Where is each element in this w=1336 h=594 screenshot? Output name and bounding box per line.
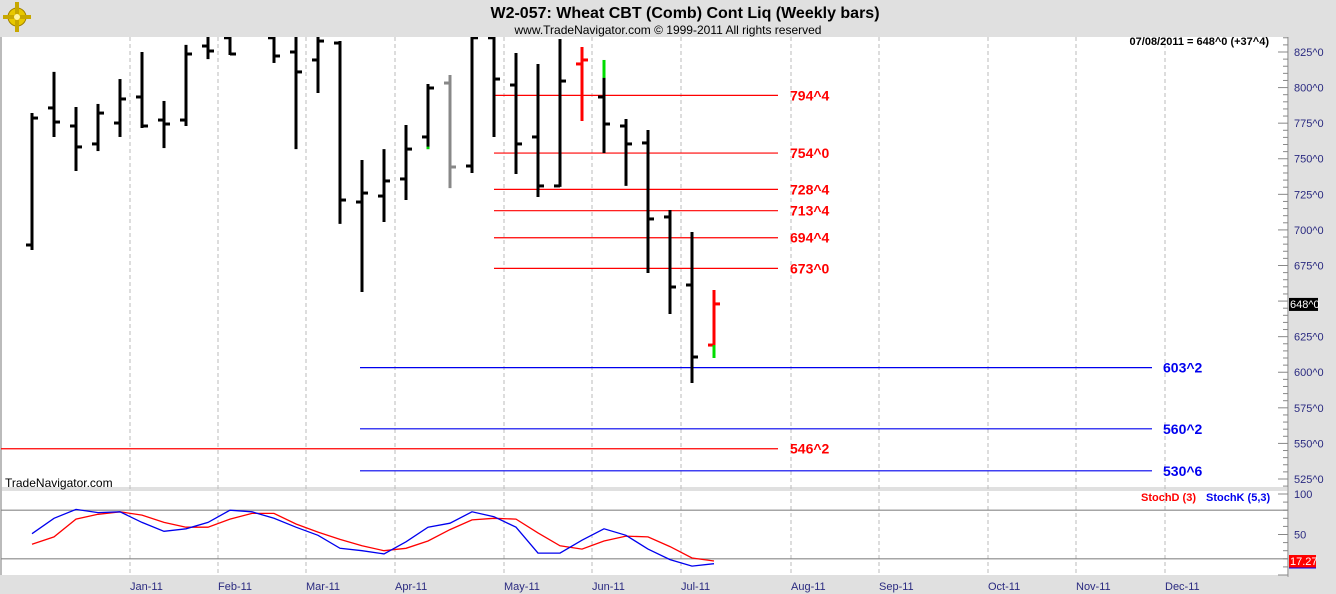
ohlc-bar [576, 47, 588, 122]
level-label: 603^2 [1163, 360, 1203, 376]
ohlc-bar [400, 125, 412, 201]
watermark: TradeNavigator.com [5, 476, 113, 490]
ohlc-bar [664, 209, 676, 315]
ohlc-bar [510, 52, 522, 174]
ohlc-bar [444, 75, 456, 189]
y-tick-label: 525^0 [1294, 474, 1324, 486]
ohlc-bar [92, 103, 104, 152]
y-tick-label: 575^0 [1294, 403, 1324, 415]
ohlc-bar [642, 129, 654, 274]
stoch-tick-label: 50 [1294, 530, 1306, 542]
stochastic-pane[interactable] [1, 491, 1288, 575]
chart-title: W2-057: Wheat CBT (Comb) Cont Liq (Weekl… [490, 5, 879, 22]
ohlc-bar [158, 100, 170, 149]
y-tick-label: 700^0 [1294, 225, 1324, 237]
ohlc-bar [620, 119, 632, 186]
x-tick-label: Apr-11 [395, 581, 427, 593]
ohlc-bar [598, 59, 610, 154]
ship-wheel-logo-icon [3, 2, 31, 32]
x-tick-label: May-11 [504, 581, 540, 593]
ohlc-bar [224, 37, 236, 56]
y-tick-label: 775^0 [1294, 118, 1324, 130]
ohlc-bar [422, 84, 434, 150]
price-readout: 07/08/2011 = 648^0 (+37^4) [1130, 36, 1270, 48]
x-tick-label: Dec-11 [1165, 581, 1200, 593]
stochastic-lines [1, 508, 1288, 567]
level-label: 673^0 [790, 260, 830, 276]
month-gridlines [129, 37, 1166, 575]
ohlc-bar [290, 37, 302, 150]
y-tick-label: 800^0 [1294, 83, 1324, 95]
ohlc-bar [26, 113, 38, 250]
y-tick-label: 725^0 [1294, 189, 1324, 201]
x-tick-label: Oct-11 [988, 581, 1020, 593]
y-tick-label: 675^0 [1294, 260, 1324, 272]
x-tick-label: Mar-11 [306, 581, 340, 593]
stochd-line [31, 511, 715, 562]
price-pane[interactable] [1, 37, 1288, 487]
level-label: 728^4 [790, 181, 830, 197]
copyright-subtitle: www.TradeNavigator.com © 1999-2011 All r… [514, 23, 822, 37]
last-price-badge [1289, 297, 1318, 311]
stoch-tick-label: 100 [1294, 489, 1312, 501]
price-axis: 825^0 800^0 775^0 750^0 725^0 700^0 675^0 648^0… [1278, 37, 1324, 487]
y-tick-label: 600^0 [1294, 367, 1324, 379]
x-tick-label: Jul-11 [681, 581, 710, 593]
ohlc-bar [114, 79, 126, 137]
ohlc-bar [312, 37, 324, 93]
legend-stochd: StochD (3) [1141, 492, 1196, 504]
level-label: 530^6 [1163, 463, 1203, 479]
ohlc-bar [466, 37, 478, 173]
ohlc-bar [48, 71, 60, 137]
stochastic-axis: 100 50 17.27 [1278, 489, 1318, 576]
level-label: 713^4 [790, 203, 830, 219]
price-levels: 794^4 754^0 728^4 713^4 694^4 673^0 546^2 603^2… [1, 87, 1203, 479]
price-bars [26, 37, 720, 384]
level-label: 560^2 [1163, 421, 1203, 437]
date-axis: Jan-11 Feb-11 Mar-11 Apr-11 May-11 Jun-11 Jul-… [130, 581, 1200, 593]
level-label: 694^4 [790, 230, 830, 246]
y-tick-label: 825^0 [1294, 47, 1324, 59]
level-label: 546^2 [790, 441, 830, 457]
ohlc-bar [378, 149, 390, 222]
x-tick-label: Jun-11 [592, 581, 625, 593]
x-tick-label: Feb-11 [218, 581, 252, 593]
x-tick-label: Jan-11 [130, 581, 163, 593]
x-tick-label: Nov-11 [1076, 581, 1111, 593]
y-tick-label: 750^0 [1294, 154, 1324, 166]
ohlc-bar [708, 289, 720, 359]
stoch-last-label: 17.27 [1290, 556, 1318, 568]
ohlc-bar [686, 232, 698, 384]
y-tick-label: 550^0 [1294, 438, 1324, 450]
level-label: 794^4 [790, 87, 830, 103]
ohlc-bar [532, 63, 544, 198]
ohlc-bar [334, 41, 346, 224]
x-tick-label: Sep-11 [879, 581, 914, 593]
last-price-label: 648^0 [1290, 299, 1320, 311]
legend-stochk: StochK (5,3) [1206, 492, 1271, 504]
ohlc-bar [202, 37, 214, 60]
y-tick-label: 625^0 [1294, 332, 1324, 344]
stochk-line [31, 508, 715, 567]
ohlc-bar [356, 160, 368, 292]
ohlc-bar [70, 106, 82, 171]
level-label: 754^0 [790, 145, 830, 161]
ohlc-bar [180, 44, 192, 127]
x-tick-label: Aug-11 [791, 581, 826, 593]
ohlc-bar [488, 37, 500, 137]
ohlc-bar [554, 39, 566, 188]
stoch-last-badge [1289, 555, 1316, 569]
ohlc-bar [136, 52, 148, 129]
ohlc-bar [268, 37, 280, 63]
